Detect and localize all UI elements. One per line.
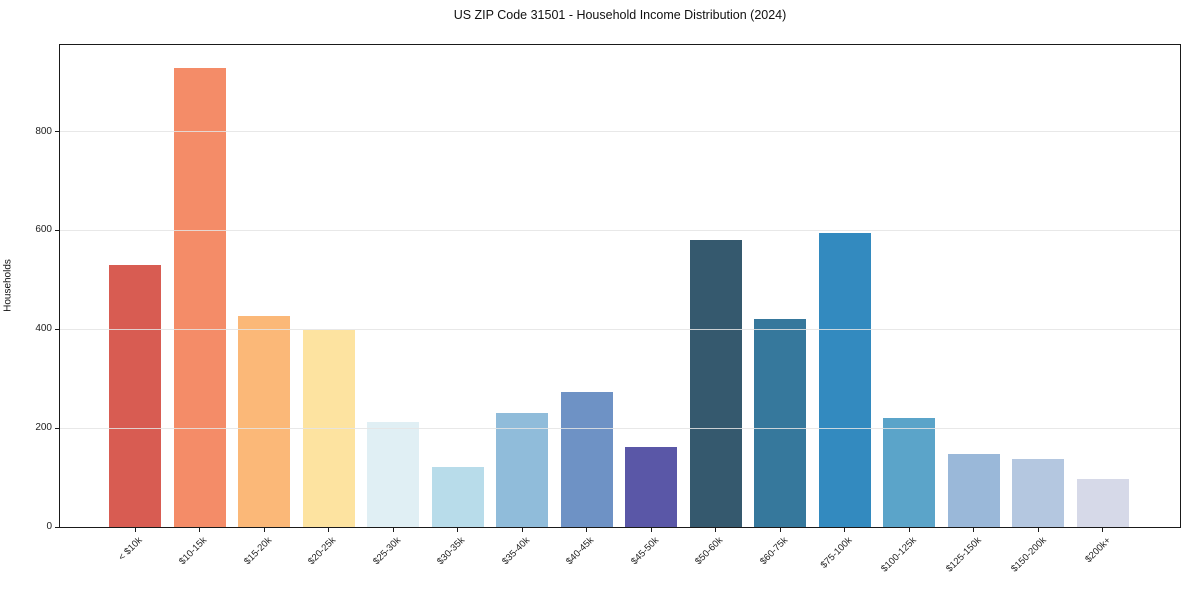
bar-$150-200k	[1012, 459, 1065, 527]
x-tick-mark-< $10k	[134, 528, 136, 532]
y-axis-label: Households	[2, 259, 14, 312]
bar-$60-75k	[754, 319, 807, 527]
bar-$15-20k	[238, 316, 291, 527]
gridline-200	[60, 427, 1180, 429]
x-tick-mark-$40-45k	[586, 528, 588, 532]
y-tick-label-800: 800	[35, 125, 52, 137]
bar-$40-45k	[560, 391, 613, 527]
bar-$50-60k	[689, 239, 742, 527]
y-tick-label-200: 200	[35, 422, 52, 434]
bar-$45-50k	[625, 446, 678, 527]
x-tick-mark-$60-75k	[779, 528, 781, 532]
x-tick-label-$60-75k: $60-75k	[758, 535, 791, 568]
gridline-600	[60, 229, 1180, 231]
x-tick-mark-$100-125k	[908, 528, 910, 532]
y-tick-label-0: 0	[46, 521, 52, 532]
x-tick-label-$100-125k: $100-125k	[879, 535, 920, 575]
chart-title: US ZIP Code 31501 - Household Income Dis…	[453, 8, 787, 22]
gridline-800	[60, 131, 1180, 132]
plot-area	[59, 44, 1181, 528]
x-tick-label-$35-40k: $35-40k	[499, 535, 532, 568]
x-tick-mark-$15-20k	[263, 528, 265, 532]
x-tick-label-< $10k: < $10k	[116, 535, 145, 564]
y-tick-mark-400	[55, 328, 59, 330]
x-tick-label-$25-30k: $25-30k	[370, 535, 403, 568]
x-tick-label-$125-150k: $125-150k	[944, 535, 984, 575]
gridline-400	[60, 328, 1180, 330]
x-tick-label-$200k+: $200k+	[1082, 535, 1113, 566]
x-tick-label-$45-50k: $45-50k	[628, 535, 662, 568]
x-tick-mark-$125-150k	[973, 528, 975, 532]
bar-$10-15k	[173, 67, 226, 527]
y-tick-mark-200	[55, 427, 59, 429]
bar-$125-150k	[947, 454, 1000, 527]
bar-$75-100k	[818, 233, 871, 527]
bar-$30-35k	[431, 467, 484, 527]
x-tick-mark-$10-15k	[199, 528, 201, 532]
x-tick-mark-$20-25k	[328, 528, 330, 532]
bar-$35-40k	[496, 412, 549, 527]
y-tick-mark-600	[55, 229, 59, 231]
bar-$25-30k	[367, 422, 420, 527]
y-tick-label-400: 400	[35, 323, 52, 335]
x-tick-label-$10-15k: $10-15k	[177, 535, 210, 568]
x-tick-mark-$50-60k	[715, 528, 717, 532]
x-tick-label-$50-60k: $50-60k	[693, 535, 726, 568]
x-tick-label-$150-200k: $150-200k	[1008, 535, 1049, 575]
y-tick-mark-0	[55, 526, 59, 528]
x-tick-label-$20-25k: $20-25k	[306, 535, 339, 568]
x-tick-mark-$35-40k	[521, 528, 523, 532]
bar-< $10k	[109, 265, 161, 527]
x-tick-mark-$75-100k	[844, 528, 846, 532]
y-tick-label-600: 600	[35, 224, 52, 236]
x-tick-mark-$45-50k	[650, 528, 652, 532]
x-tick-label-$40-45k: $40-45k	[564, 535, 597, 568]
bar-$100-125k	[883, 418, 936, 527]
x-tick-mark-$150-200k	[1037, 528, 1039, 532]
y-tick-mark-800	[55, 131, 59, 132]
x-tick-label-$15-20k: $15-20k	[241, 535, 274, 568]
x-tick-mark-$30-35k	[457, 528, 459, 532]
bar-$20-25k	[302, 330, 355, 527]
x-tick-mark-$25-30k	[392, 528, 394, 532]
x-tick-mark-$200k+	[1102, 528, 1104, 532]
x-tick-label-$30-35k: $30-35k	[435, 535, 468, 568]
x-tick-label-$75-100k: $75-100k	[818, 535, 855, 571]
bar-$200k+	[1076, 479, 1129, 527]
